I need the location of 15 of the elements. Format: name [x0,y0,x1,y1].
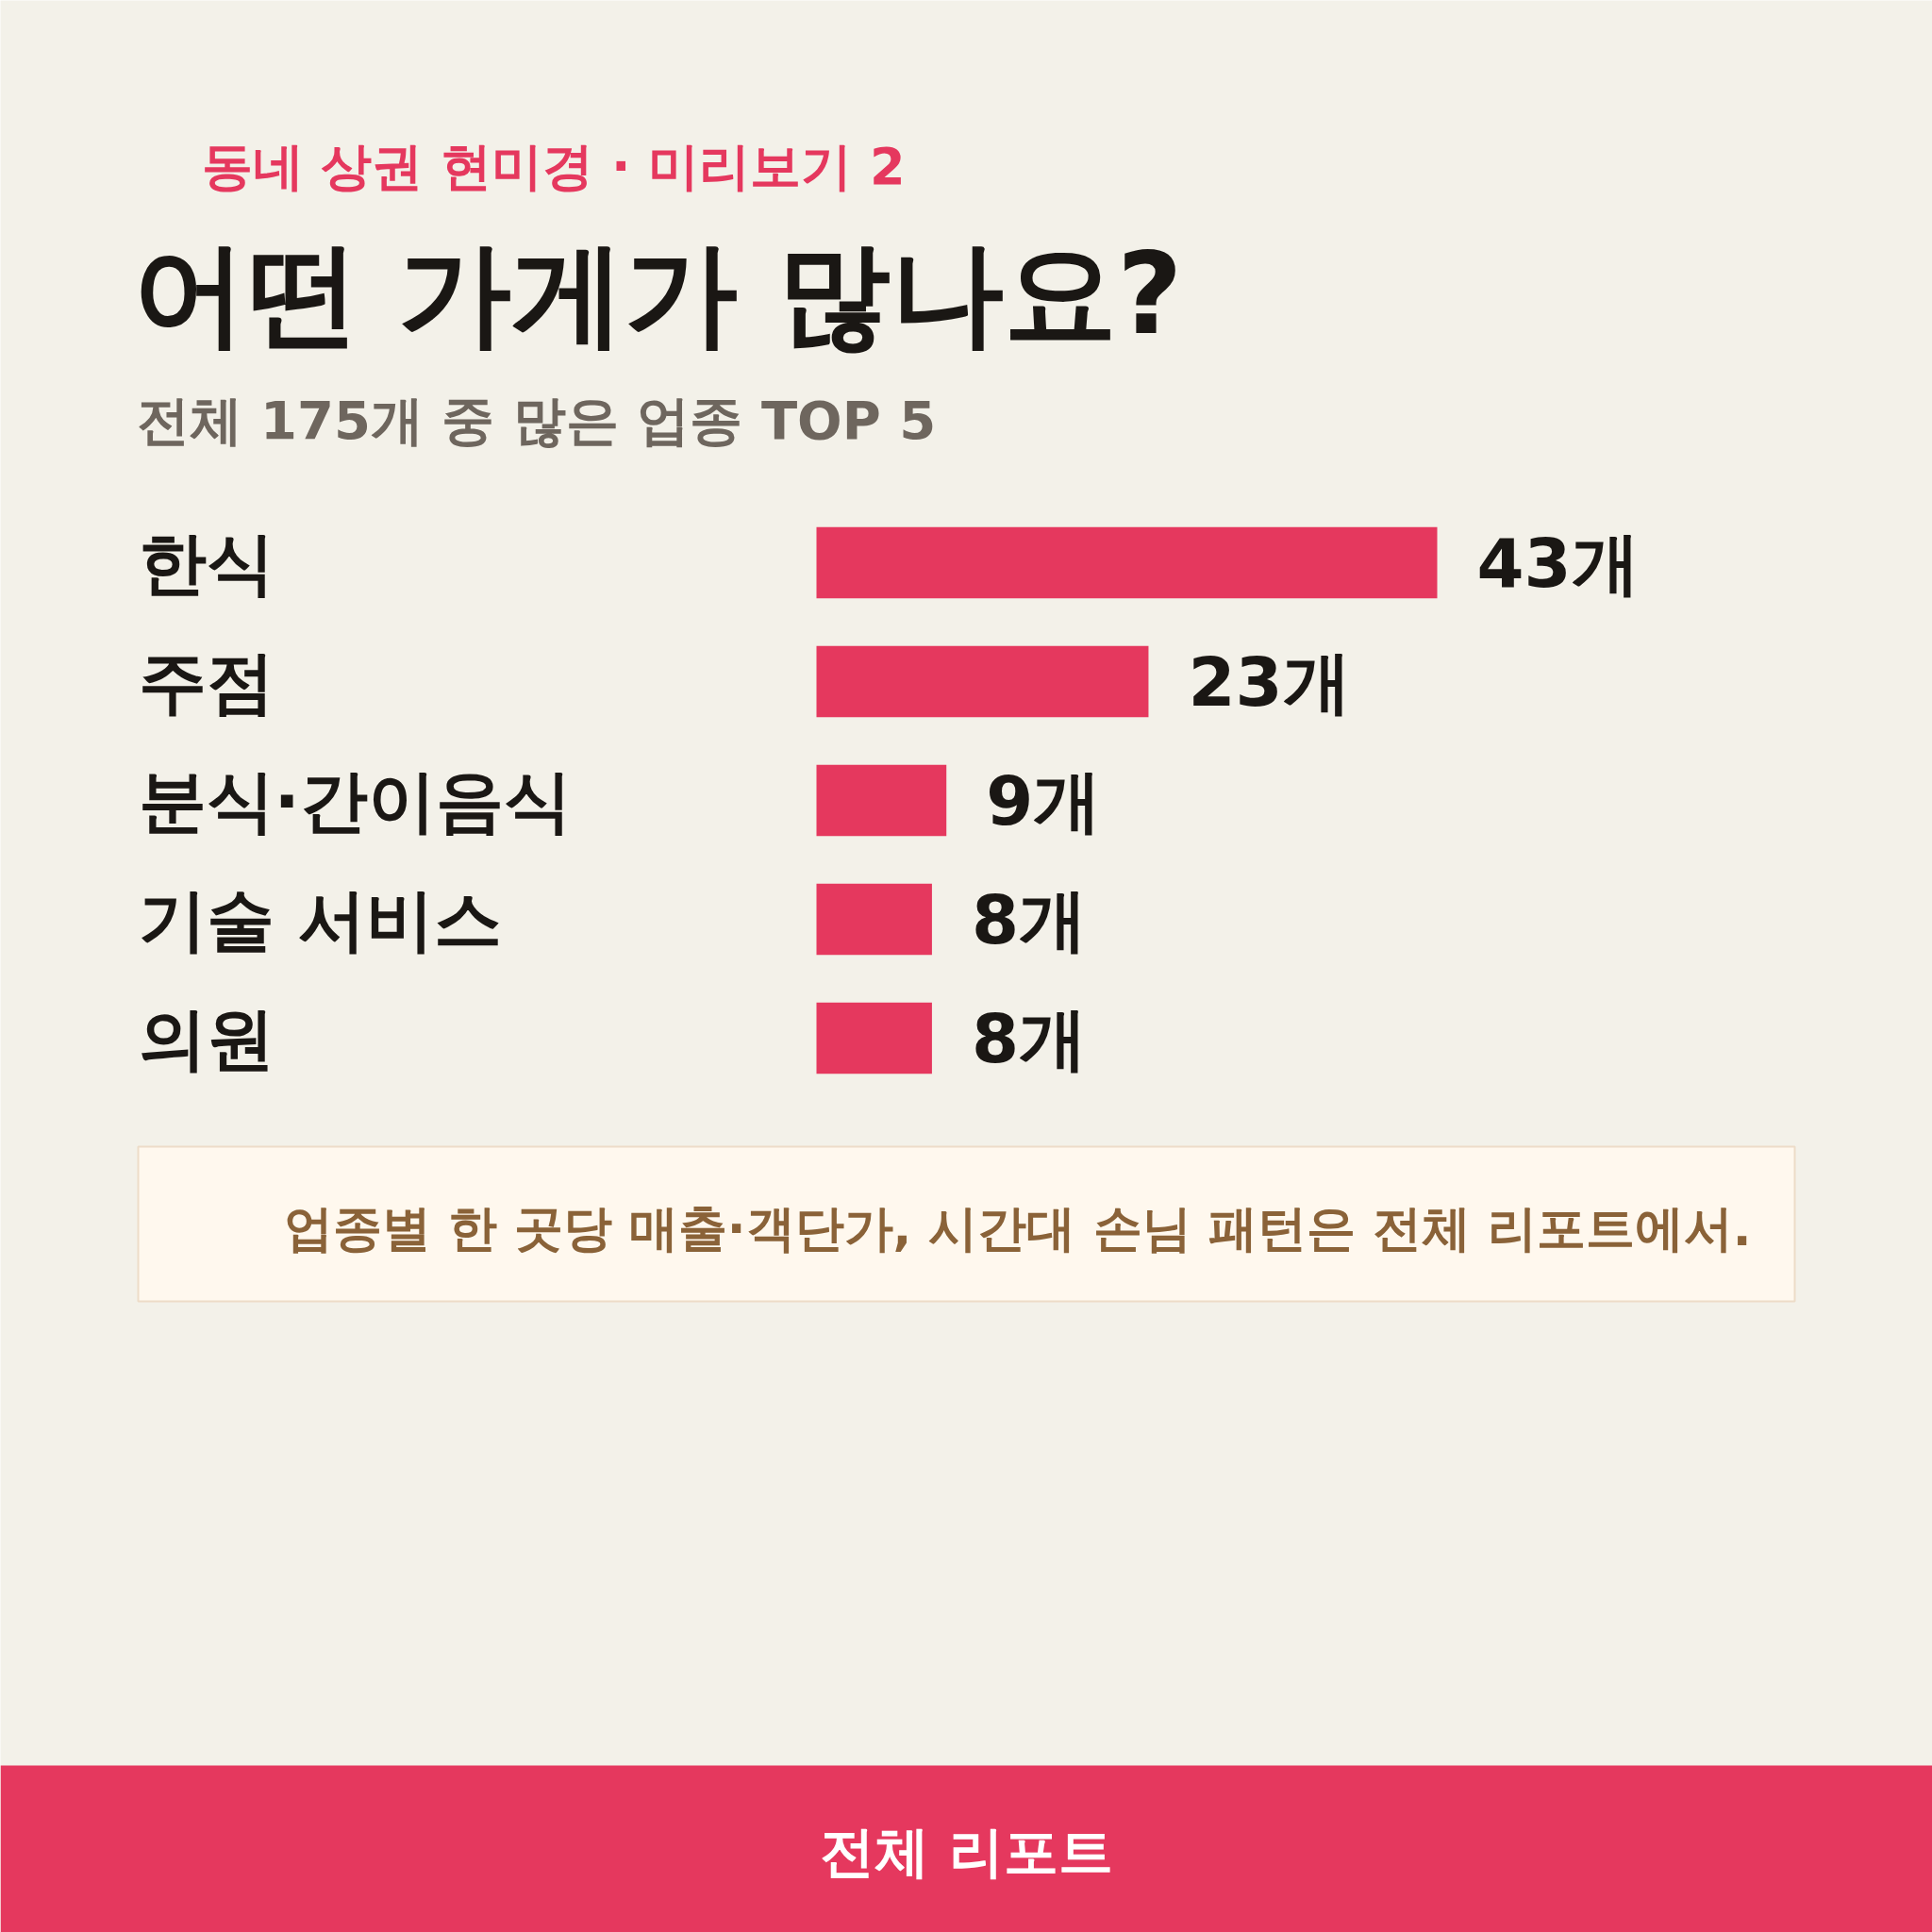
data-label: 9개 [986,760,1102,841]
y-tick-label: 분식·간이음식 [138,760,572,841]
y-tick-label: 기술 서비스 [138,879,502,959]
y-tick-label: 의원 [138,998,275,1078]
text: 동네 상권 현미경 · 미리보기 2 [201,137,906,196]
data-label: 8개 [971,998,1088,1078]
data-label: 8개 [971,879,1088,959]
y-tick-label: 주점 [138,641,275,722]
data-label: 23개 [1188,641,1351,722]
chart-subtitle: 전체 175개 중 많은 업종 TOP 5 [136,390,937,451]
text: 업종별 한 곳당 매출·객단가, 시간대 손님 패턴은 전체 리포트에서. [283,1199,1752,1257]
data-label: 43개 [1476,523,1640,603]
y-tick-label: 한식 [138,523,275,603]
chart-title: 어떤 가게가 많나요? [132,228,1183,359]
text: 전체 리포트 [820,1819,1113,1884]
